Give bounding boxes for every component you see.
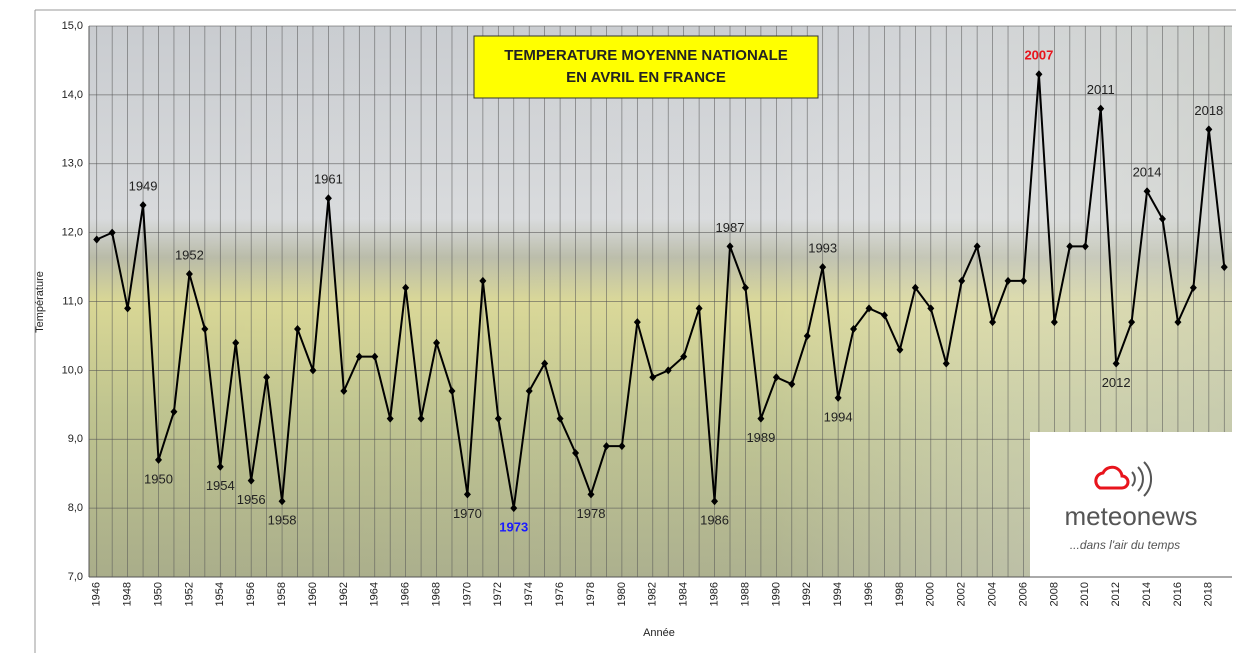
x-tick-label: 2016: [1172, 582, 1184, 606]
x-tick-label: 1970: [461, 582, 473, 606]
chart-title: TEMPERATURE MOYENNE NATIONALE: [504, 47, 788, 64]
annotation: 2007: [1024, 48, 1053, 63]
x-tick-label: 1966: [400, 582, 412, 606]
x-tick-label: 1986: [708, 582, 720, 606]
logo-name: meteonews: [1065, 501, 1198, 531]
x-tick-label: 1996: [863, 582, 875, 606]
y-tick-label: 9,0: [68, 433, 83, 445]
x-tick-label: 1956: [245, 582, 257, 606]
annotation: 1973: [499, 520, 528, 535]
annotation: 1949: [129, 179, 158, 194]
y-tick-label: 13,0: [62, 158, 83, 170]
x-tick-label: 1992: [801, 582, 813, 606]
chart-title: EN AVRIL EN FRANCE: [566, 69, 726, 86]
annotation: 2012: [1102, 375, 1131, 390]
x-axis-label: Année: [643, 627, 675, 639]
x-tick-label: 1962: [338, 582, 350, 606]
annotation: 1987: [716, 220, 745, 235]
x-tick-label: 1952: [183, 582, 195, 606]
x-tick-label: 2008: [1048, 582, 1060, 606]
title-box: [474, 36, 818, 98]
x-tick-label: 1950: [152, 582, 164, 606]
y-tick-label: 7,0: [68, 571, 83, 583]
annotation: 1989: [746, 430, 775, 445]
annotation: 1961: [314, 172, 343, 187]
y-tick-label: 10,0: [62, 364, 83, 376]
x-tick-label: 1954: [214, 582, 226, 606]
annotation: 2011: [1087, 82, 1115, 97]
annotation: 2014: [1133, 165, 1162, 180]
x-tick-label: 1988: [739, 582, 751, 606]
annotation: 1954: [206, 478, 235, 493]
x-tick-label: 2002: [956, 582, 968, 606]
x-tick-label: 1990: [770, 582, 782, 606]
x-tick-label: 2010: [1079, 582, 1091, 606]
y-tick-label: 14,0: [62, 89, 83, 101]
x-tick-label: 1978: [585, 582, 597, 606]
x-tick-label: 2018: [1203, 582, 1215, 606]
x-tick-label: 1946: [91, 582, 103, 606]
x-tick-label: 2006: [1017, 582, 1029, 606]
annotation: 1952: [175, 247, 204, 262]
x-tick-label: 1994: [832, 582, 844, 606]
x-tick-label: 1964: [369, 582, 381, 606]
chart: meteonews ...dans l'air du temps TEMPERA…: [0, 0, 1236, 653]
annotation: 1993: [808, 241, 837, 256]
y-tick-label: 12,0: [62, 227, 83, 239]
x-tick-label: 1974: [523, 582, 535, 606]
x-tick-label: 2012: [1110, 582, 1122, 606]
annotation: 1958: [268, 513, 297, 528]
x-tick-label: 1958: [276, 582, 288, 606]
x-tick-label: 1980: [616, 582, 628, 606]
annotation: 1950: [144, 471, 173, 486]
annotation: 1986: [700, 513, 729, 528]
x-tick-label: 1982: [647, 582, 659, 606]
y-tick-label: 11,0: [62, 295, 83, 307]
annotation: 1978: [577, 506, 606, 521]
annotation: 1970: [453, 506, 482, 521]
x-tick-label: 2014: [1141, 582, 1153, 606]
x-tick-label: 2000: [925, 582, 937, 606]
x-tick-label: 2004: [986, 582, 998, 606]
x-tick-label: 1968: [430, 582, 442, 606]
annotation: 1956: [237, 492, 266, 507]
y-tick-label: 15,0: [62, 20, 83, 32]
x-tick-label: 1976: [554, 582, 566, 606]
annotation: 1994: [824, 409, 853, 424]
y-tick-label: 8,0: [68, 502, 83, 514]
x-tick-label: 1972: [492, 582, 504, 606]
annotation: 2018: [1194, 103, 1223, 118]
x-tick-label: 1998: [894, 582, 906, 606]
logo-tagline: ...dans l'air du temps: [1070, 538, 1180, 552]
y-axis-label: Température: [34, 271, 46, 333]
x-tick-label: 1984: [678, 582, 690, 606]
x-tick-label: 1948: [122, 582, 134, 606]
x-tick-label: 1960: [307, 582, 319, 606]
